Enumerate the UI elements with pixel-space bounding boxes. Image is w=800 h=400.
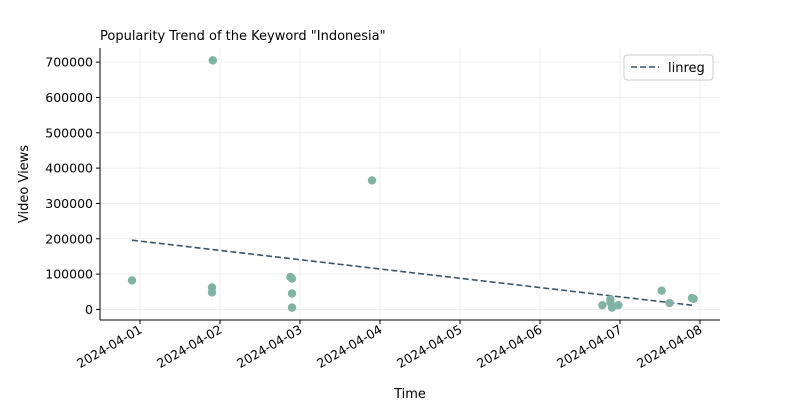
scatter-point <box>665 298 674 308</box>
chart-title: Popularity Trend of the Keyword "Indones… <box>100 29 386 44</box>
x-tick-label: 2024-04-07 <box>554 322 624 371</box>
scatter-point <box>607 303 617 312</box>
x-tick-label: 2024-04-05 <box>394 322 464 371</box>
x-ticks: 2024-04-01 2024-04-02 2024-04-03 2024-04-04… <box>74 320 705 371</box>
scatter-point <box>207 288 217 297</box>
scatter-point <box>367 176 377 185</box>
y-tick-label: 600000 <box>45 90 93 105</box>
x-axis-label: Time <box>393 387 426 400</box>
y-tick-label: 200000 <box>45 231 93 246</box>
scatter-point <box>287 274 297 283</box>
y-ticks: 0 100000 200000 300000 400000 500000 600000 700… <box>45 55 100 317</box>
legend-box <box>623 54 714 81</box>
scatter-point <box>598 300 607 310</box>
x-tick-label: 2024-04-03 <box>234 322 304 371</box>
regression-line <box>131 239 693 306</box>
axes <box>99 48 720 321</box>
x-tick-label: 2024-04-01 <box>74 322 144 371</box>
scatter-point <box>127 276 137 285</box>
y-tick-label: 400000 <box>45 161 93 176</box>
scatter-point <box>287 303 297 312</box>
grid <box>100 48 720 320</box>
scatter-point <box>657 286 666 295</box>
y-tick-label: 100000 <box>45 267 93 282</box>
x-tick-label: 2024-04-06 <box>474 322 544 371</box>
x-tick-label: 2024-04-08 <box>634 322 704 371</box>
scatter-point <box>208 56 217 65</box>
x-tick-label: 2024-04-04 <box>314 322 384 371</box>
legend-label-linreg: linreg <box>668 61 705 76</box>
scatter-point <box>287 289 297 298</box>
scatter-point <box>614 300 623 310</box>
x-tick-label: 2024-04-02 <box>154 322 224 371</box>
scatter-points <box>127 56 698 312</box>
y-tick-label: 700000 <box>45 55 93 70</box>
legend: linreg <box>623 54 714 81</box>
scatter-point <box>689 294 698 304</box>
y-tick-label: 500000 <box>45 125 93 140</box>
y-axis-label: Video Views <box>17 145 32 223</box>
y-tick-label: 0 <box>85 302 93 317</box>
y-tick-label: 300000 <box>45 196 93 211</box>
regression-layer <box>131 239 693 306</box>
